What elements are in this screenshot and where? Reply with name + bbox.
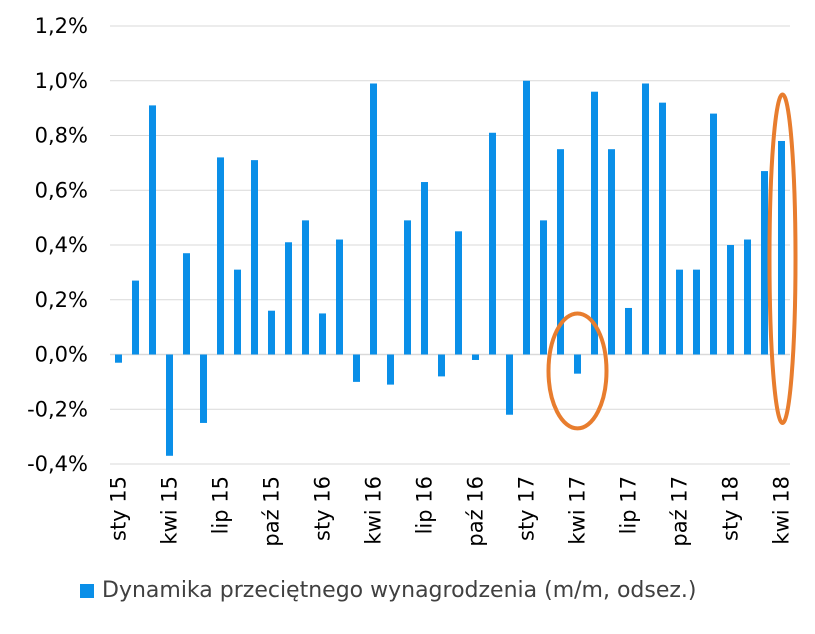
bar — [217, 157, 224, 355]
x-tick-label: paź 17 — [668, 476, 692, 547]
bar — [319, 313, 326, 355]
y-axis: 1,2% 1,0% 0,8% 0,6% 0,4% 0,2% 0,0% -0,2% -0,4% — [27, 14, 88, 476]
bar — [438, 354, 445, 377]
bar — [472, 354, 479, 360]
bar — [659, 102, 666, 355]
bar — [166, 354, 173, 456]
bar — [302, 220, 309, 355]
legend-label: Dynamika przeciętnego wynagrodzenia (m/m… — [102, 578, 697, 603]
bar — [251, 160, 258, 355]
bar — [642, 83, 649, 355]
x-tick-label: sty 17 — [515, 476, 539, 541]
x-tick-label: kwi 15 — [158, 476, 182, 545]
bar — [489, 132, 496, 355]
bar — [132, 280, 139, 355]
highlight-ellipse — [546, 311, 609, 431]
y-tick-label: -0,4% — [27, 452, 88, 476]
bar — [676, 269, 683, 355]
y-tick-label: 1,0% — [35, 69, 88, 93]
grid-layer — [110, 25, 790, 465]
highlight-ellipse — [767, 92, 798, 425]
bar — [506, 354, 513, 415]
bar — [268, 310, 275, 355]
bar — [149, 105, 156, 355]
bar — [421, 182, 428, 355]
x-tick-label: lip 15 — [209, 476, 233, 534]
bar — [370, 83, 377, 355]
legend-swatch — [80, 583, 94, 598]
bar — [625, 307, 632, 355]
bar — [608, 149, 615, 355]
legend: Dynamika przeciętnego wynagrodzenia (m/m… — [80, 578, 697, 603]
bar — [115, 354, 122, 363]
bar — [285, 242, 292, 355]
x-tick-label: lip 17 — [617, 476, 641, 534]
bar — [693, 269, 700, 355]
x-tick-label: sty 15 — [107, 476, 131, 541]
bar — [761, 171, 768, 355]
bar — [744, 239, 751, 355]
bars-layer — [115, 80, 785, 456]
bar — [353, 354, 360, 382]
x-tick-label: paź 16 — [464, 476, 488, 547]
bar — [727, 245, 734, 355]
x-tick-label: kwi 17 — [566, 476, 590, 545]
bar — [183, 253, 190, 355]
bar — [336, 239, 343, 355]
bar — [455, 231, 462, 355]
x-tick-label: lip 16 — [413, 476, 437, 534]
bar — [557, 149, 564, 355]
y-tick-label: 1,2% — [35, 14, 88, 38]
x-tick-label: paź 15 — [260, 476, 284, 547]
bar — [404, 220, 411, 355]
bar — [778, 140, 785, 355]
x-tick-label: sty 18 — [719, 476, 743, 541]
bar — [574, 354, 581, 374]
x-tick-label: kwi 18 — [770, 476, 794, 545]
bar — [387, 354, 394, 385]
annotation-layer — [546, 92, 798, 431]
y-tick-label: 0,8% — [35, 124, 88, 148]
y-tick-label: 0,6% — [35, 178, 88, 202]
bar — [710, 113, 717, 355]
bar — [234, 269, 241, 355]
x-axis: sty 15 kwi 15 lip 15 paź 15 sty 16 kwi 16 lip … — [107, 476, 794, 547]
bar — [200, 354, 207, 423]
x-tick-label: kwi 16 — [362, 476, 386, 545]
y-tick-label: -0,2% — [27, 397, 88, 421]
y-tick-label: 0,2% — [35, 288, 88, 312]
bar — [591, 91, 598, 355]
bar — [540, 220, 547, 355]
x-tick-label: sty 16 — [311, 476, 335, 541]
y-tick-label: 0,0% — [35, 343, 88, 367]
y-tick-label: 0,4% — [35, 233, 88, 257]
bar — [523, 80, 530, 355]
